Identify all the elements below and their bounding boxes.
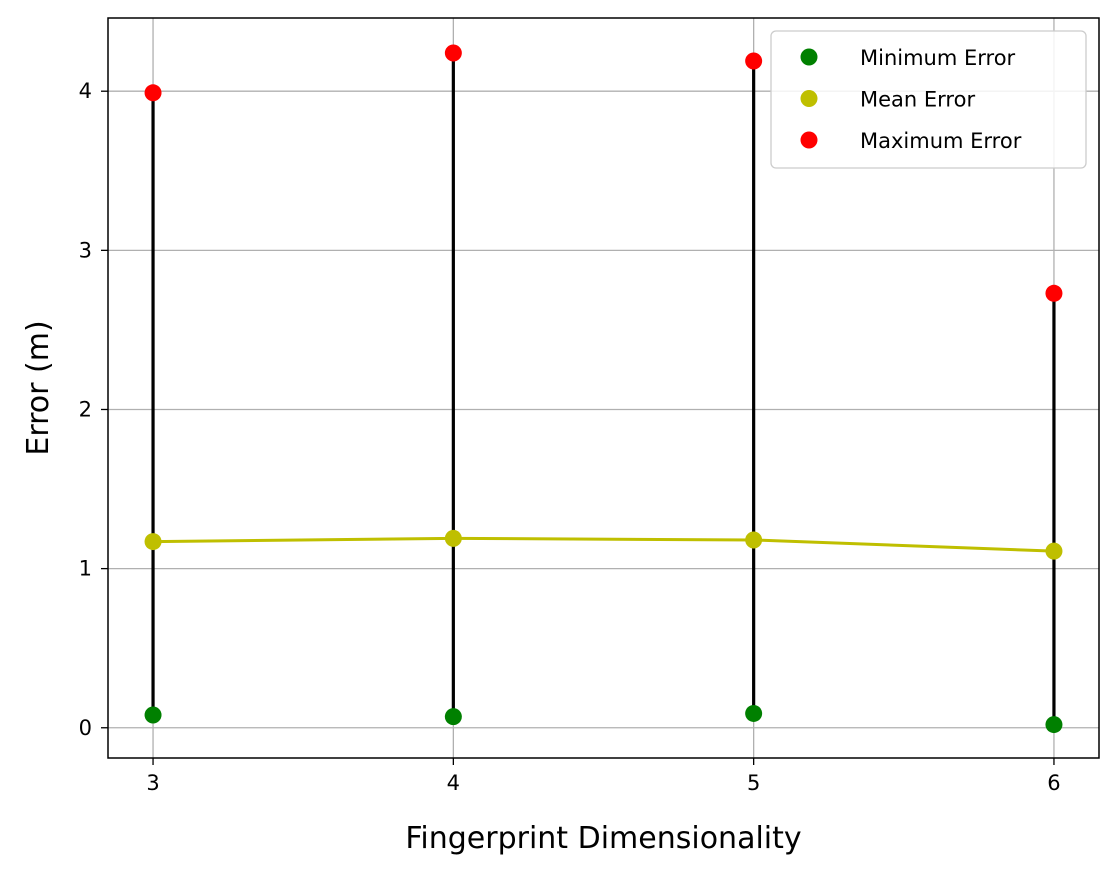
legend-marker-mean-error xyxy=(800,90,818,107)
maximum-error-point xyxy=(1045,284,1063,302)
legend-marker-maximum-error xyxy=(800,131,818,149)
y-tick-label: 3 xyxy=(79,238,92,262)
legend: Minimum Error Mean Error Maximum Error xyxy=(770,30,1087,169)
y-tick-label: 1 xyxy=(79,557,92,581)
minimum-error-point xyxy=(745,704,763,722)
legend-label-minimum-error: Minimum Error xyxy=(860,46,1016,70)
legend-label-mean-error: Mean Error xyxy=(860,88,975,112)
x-tick-label: 6 xyxy=(1047,771,1060,795)
y-axis-label: Error (m) xyxy=(21,320,56,455)
x-tick-label: 5 xyxy=(747,771,760,795)
minimum-error-point xyxy=(144,706,162,724)
x-axis-label: Fingerprint Dimensionality xyxy=(405,821,801,856)
series-layer xyxy=(144,44,1063,734)
mean-error-point xyxy=(1045,542,1063,560)
mean-error-point xyxy=(444,529,462,547)
minimum-error-series xyxy=(144,704,1063,734)
mean-error-series xyxy=(144,529,1063,560)
mean-error-line xyxy=(153,536,1055,553)
tick-layer: 3 4 5 6 0 1 2 3 4 xyxy=(79,79,1061,795)
legend-label-maximum-error: Maximum Error xyxy=(860,129,1022,153)
minimum-error-point xyxy=(1045,716,1063,734)
maximum-error-point xyxy=(444,44,462,62)
maximum-error-point xyxy=(144,84,162,102)
minimum-error-point xyxy=(444,708,462,726)
mean-error-point xyxy=(144,533,162,551)
legend-box xyxy=(770,30,1087,169)
maximum-error-point xyxy=(745,52,763,70)
range-bars-layer xyxy=(151,53,1056,725)
y-tick-label: 2 xyxy=(79,397,92,421)
maximum-error-series xyxy=(144,44,1063,302)
mean-error-point xyxy=(745,531,763,549)
y-tick-label: 4 xyxy=(79,79,92,103)
x-tick-label: 4 xyxy=(447,771,460,795)
legend-marker-minimum-error xyxy=(800,48,818,66)
y-tick-label: 0 xyxy=(79,716,92,740)
plot-frame xyxy=(107,17,1100,759)
x-tick-label: 3 xyxy=(146,771,159,795)
